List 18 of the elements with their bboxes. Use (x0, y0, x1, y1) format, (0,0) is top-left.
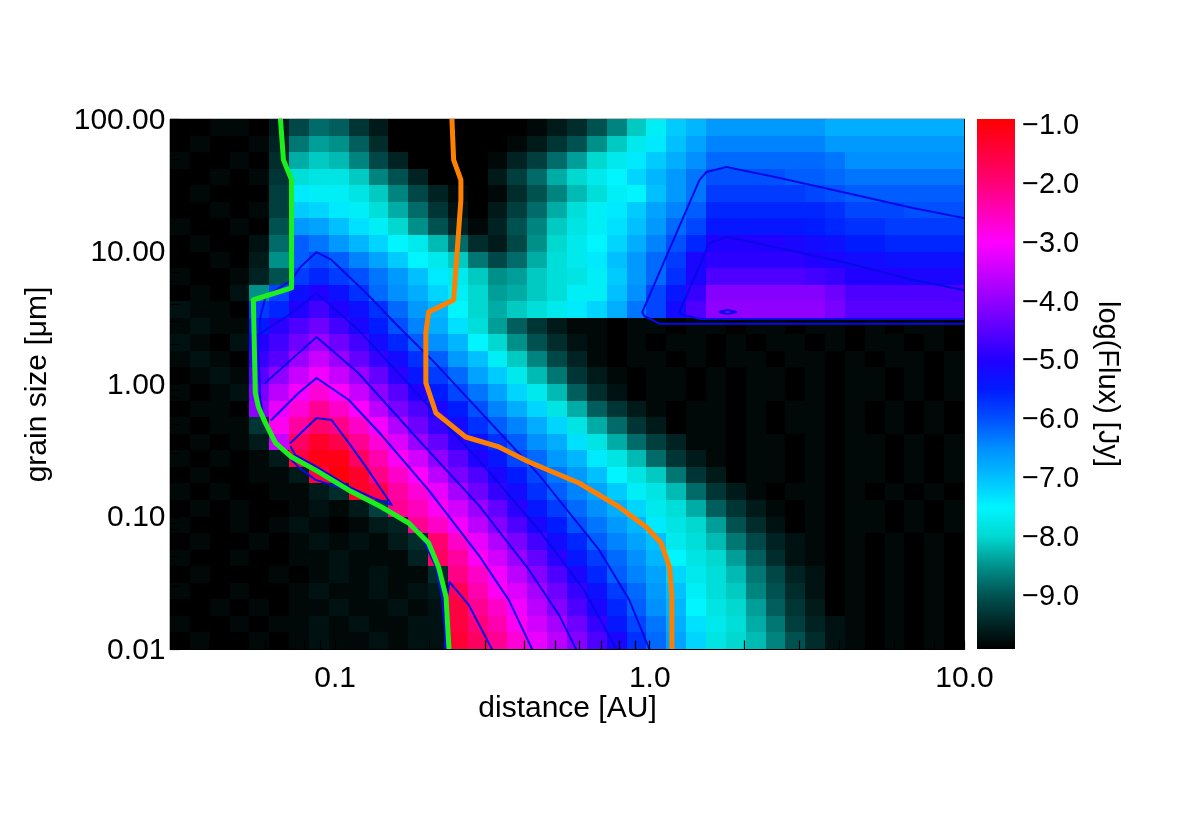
y-axis-title: grain size [μm] (18, 286, 52, 483)
x-tick-label: 0.1 (314, 659, 356, 693)
color-bar-label: −2.0 (1022, 166, 1080, 199)
y-tick-label: 100.00 (73, 101, 166, 135)
y-tick-label: 10.00 (90, 234, 166, 267)
color-bar-label: −5.0 (1022, 343, 1080, 376)
color-bar-label: −4.0 (1022, 284, 1080, 317)
y-tick-label: 1.00 (107, 366, 166, 400)
color-bar-label: −9.0 (1022, 579, 1080, 611)
color-bar-label: −7.0 (1022, 461, 1080, 494)
y-tick-label: 0.10 (107, 499, 166, 532)
y-tick-label: 0.01 (107, 631, 166, 665)
color-bar-title: log(Flux) [Jy] (1093, 301, 1125, 467)
x-tick-label: 10.0 (935, 659, 994, 693)
color-bar-label: −8.0 (1022, 520, 1080, 553)
color-bar-label: −6.0 (1022, 402, 1080, 435)
color-bar-label: −1.0 (1022, 107, 1080, 140)
color-bar-label: −3.0 (1022, 225, 1080, 258)
